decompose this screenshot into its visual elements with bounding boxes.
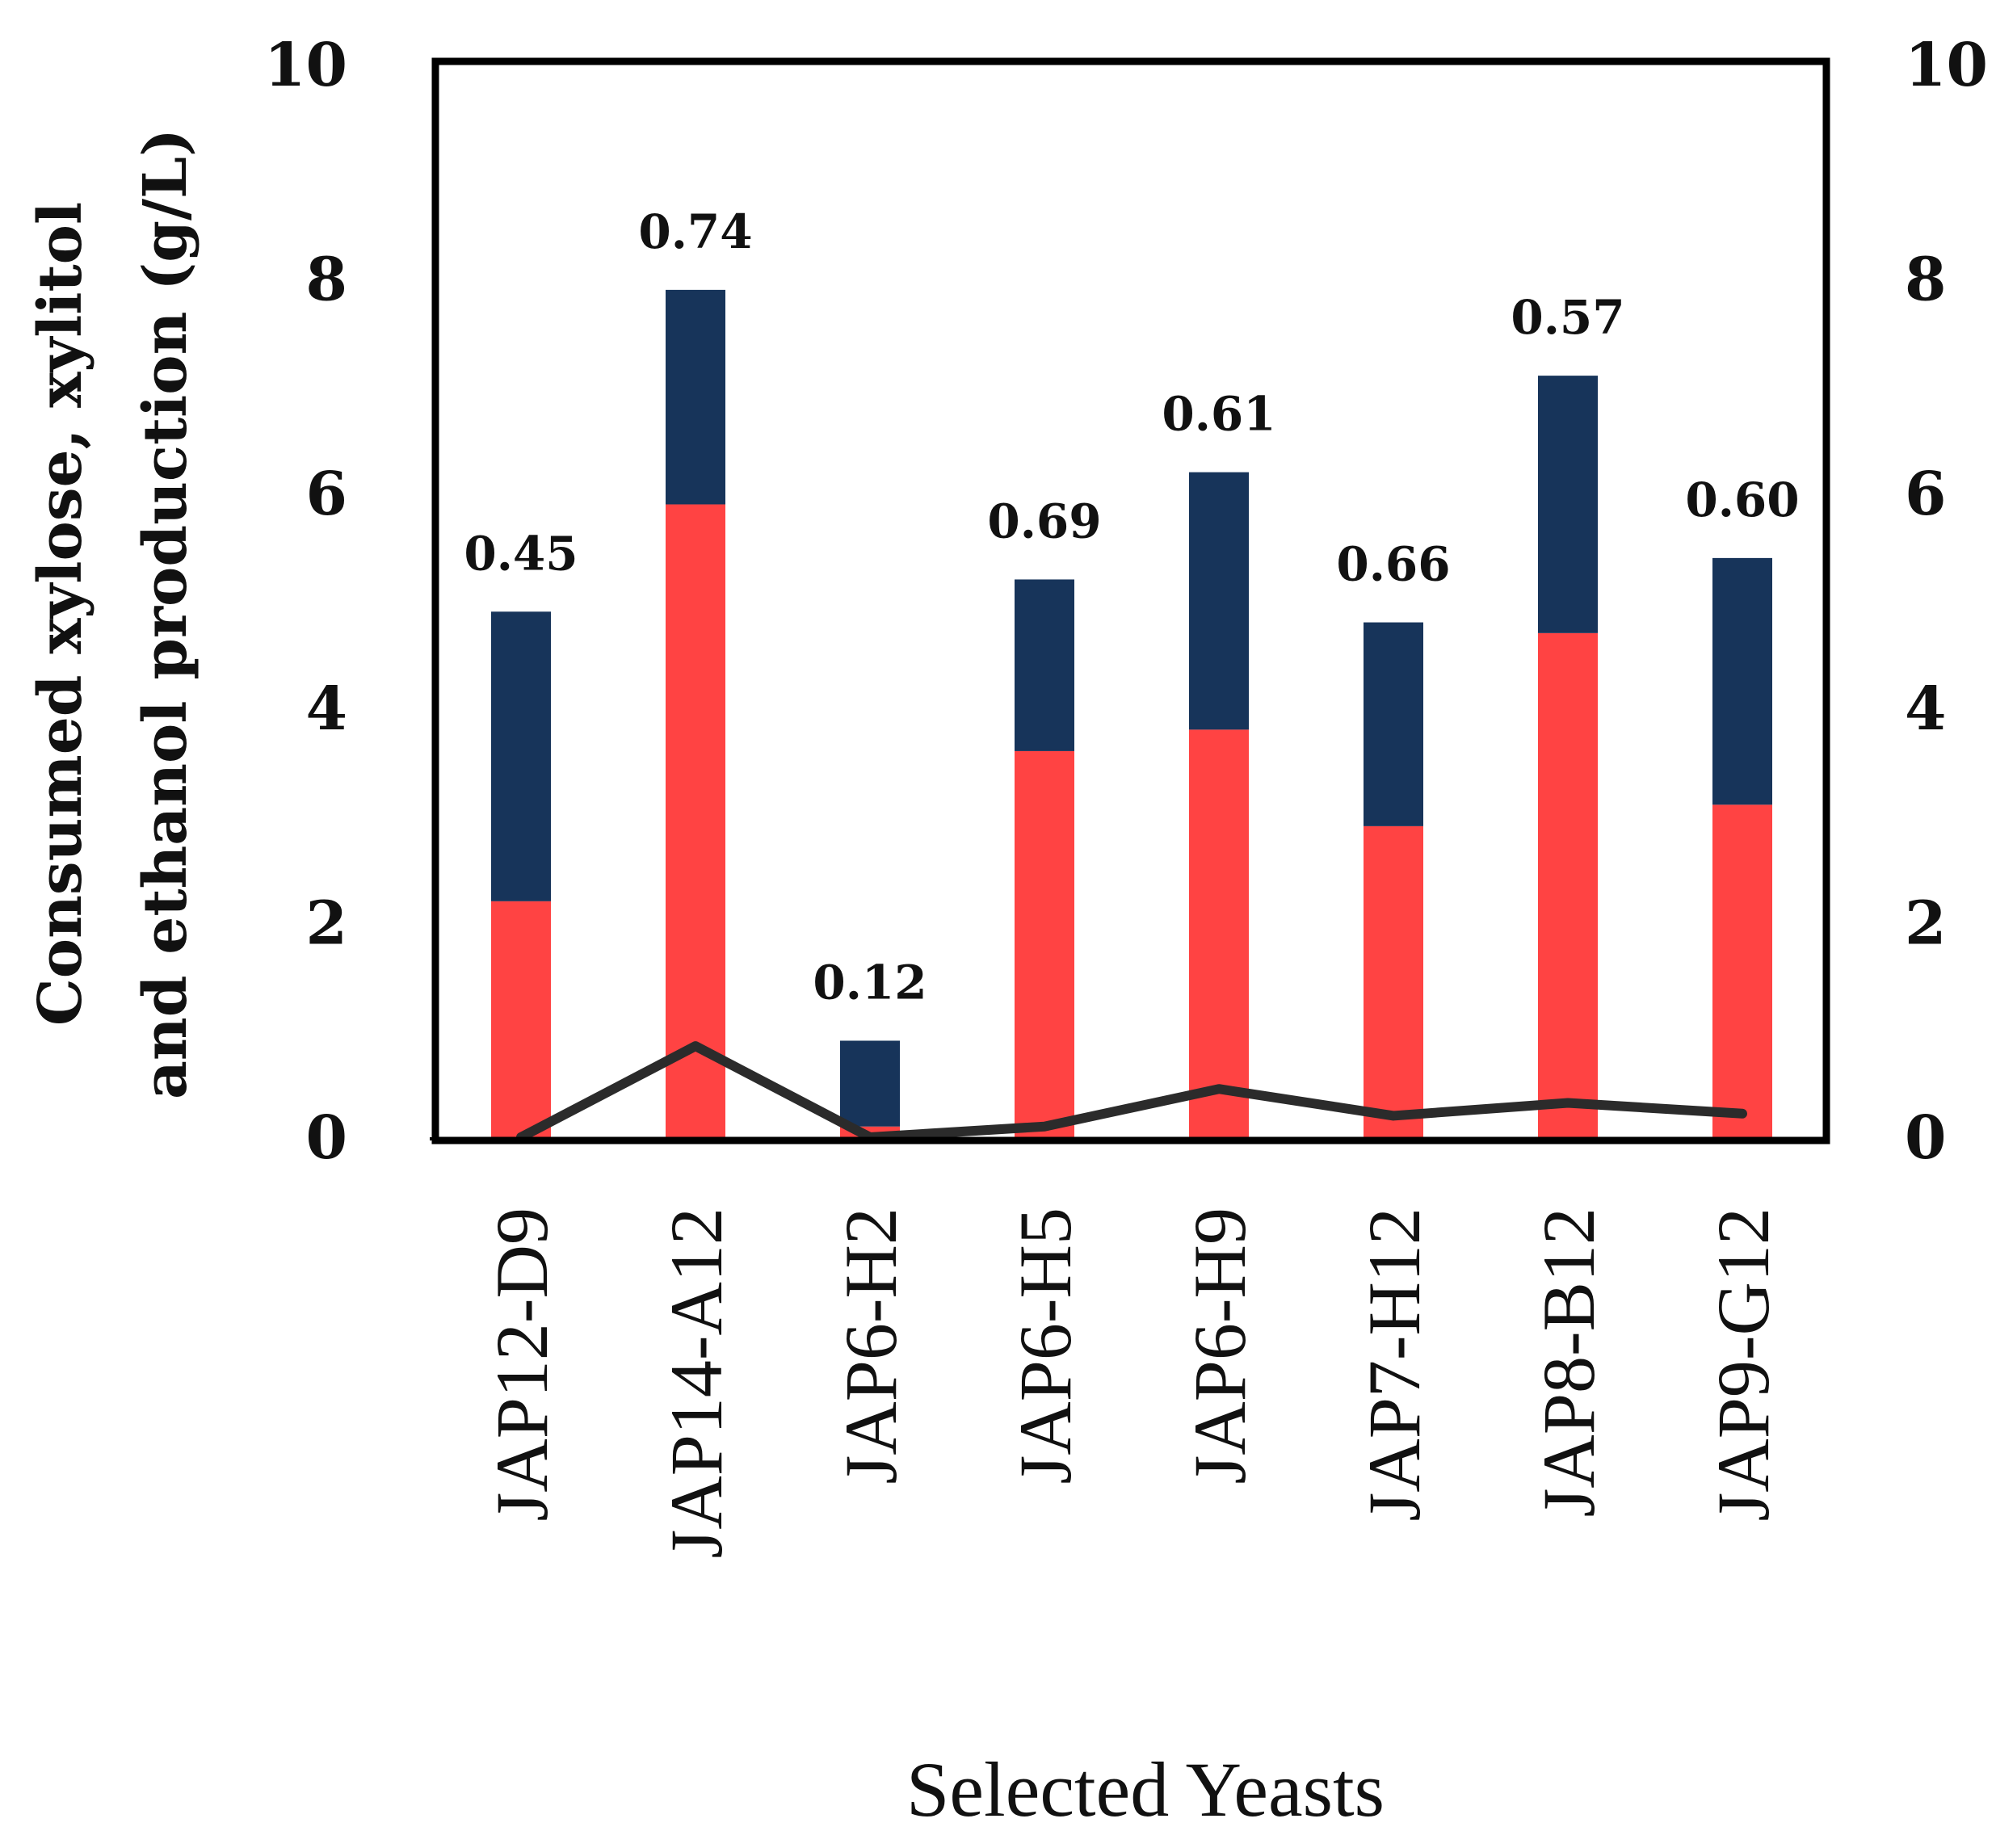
y-axis-title-line2: and ethanol production (g/L) bbox=[131, 128, 200, 1099]
bar-bottom-jap14-a12 bbox=[666, 504, 725, 1137]
data-label-jap7-h12: 0.66 bbox=[1336, 537, 1450, 592]
bar-top-jap6-h2 bbox=[840, 1040, 900, 1127]
y-tick-label: 2 bbox=[306, 888, 348, 958]
category-labels: JAP12-D9 JAP14-A12 JAP6-H2 JAP6-H5 JAP6-H9 JA… bbox=[481, 1208, 1784, 1558]
bar-top-jap9-g12 bbox=[1712, 557, 1772, 805]
data-label-jap12-d9: 0.45 bbox=[464, 526, 578, 581]
data-label-jap8-b12: 0.57 bbox=[1511, 290, 1624, 345]
y2-tick-label: 8 bbox=[1905, 246, 1947, 315]
y-axis-title-line1: Consumed xylose, xylitol bbox=[26, 202, 95, 1026]
data-labels: 0.45 0.74 0.12 0.69 0.61 0.66 0.57 0.60 bbox=[464, 204, 1799, 1010]
bar-bottom-jap12-d9 bbox=[491, 901, 551, 1137]
category-label-jap14-a12: JAP14-A12 bbox=[655, 1208, 737, 1558]
y-tick-label: 0 bbox=[306, 1103, 348, 1173]
x-axis-title: Selected Yeasts bbox=[906, 1746, 1385, 1833]
y2-tick-label: 0 bbox=[1905, 1103, 1947, 1173]
y-tick-label: 4 bbox=[306, 674, 348, 744]
y2-tick-label: 2 bbox=[1905, 888, 1947, 958]
category-label-jap8-b12: JAP8-B12 bbox=[1527, 1208, 1610, 1517]
data-label-jap9-g12: 0.60 bbox=[1685, 472, 1799, 527]
bar-top-jap6-h5 bbox=[1015, 579, 1074, 751]
category-label-jap12-d9: JAP12-D9 bbox=[481, 1208, 563, 1521]
category-label-jap9-g12: JAP9-G12 bbox=[1702, 1208, 1784, 1521]
plot-frame bbox=[431, 57, 1830, 1144]
category-label-jap7-h12: JAP7-H12 bbox=[1353, 1208, 1435, 1521]
data-label-jap6-h9: 0.61 bbox=[1162, 387, 1275, 442]
data-label-jap6-h5: 0.69 bbox=[987, 494, 1101, 548]
bar-bottom-jap6-h5 bbox=[1015, 750, 1074, 1137]
bar-bottom-jap6-h9 bbox=[1189, 729, 1249, 1137]
bar-bottom-jap8-b12 bbox=[1538, 632, 1598, 1137]
y-tick-label: 6 bbox=[306, 460, 348, 529]
y2-axis-ticks: 0 2 4 6 8 10 bbox=[1905, 31, 1988, 1173]
y2-tick-label: 6 bbox=[1905, 460, 1947, 529]
bar-top-jap12-d9 bbox=[491, 611, 551, 901]
y-axis-ticks: 0 2 4 6 8 10 bbox=[264, 31, 347, 1173]
data-label-jap14-a12: 0.74 bbox=[638, 204, 752, 259]
bar-bottom-jap9-g12 bbox=[1712, 804, 1772, 1137]
category-label-jap6-h9: JAP6-H9 bbox=[1179, 1208, 1261, 1484]
y-tick-label: 8 bbox=[306, 246, 348, 315]
bar-top-jap14-a12 bbox=[666, 289, 725, 505]
bar-top-jap7-h12 bbox=[1364, 622, 1423, 826]
bar-top-jap8-b12 bbox=[1538, 376, 1598, 633]
category-label-jap6-h2: JAP6-H2 bbox=[830, 1208, 912, 1484]
bars-layer bbox=[491, 289, 1772, 1137]
line-series bbox=[516, 1041, 1747, 1142]
y-tick-label: 10 bbox=[264, 31, 347, 100]
bar-bottom-jap7-h12 bbox=[1364, 825, 1423, 1137]
category-label-jap6-h5: JAP6-H5 bbox=[1004, 1208, 1086, 1484]
y2-tick-label: 4 bbox=[1905, 674, 1947, 744]
bar-top-jap6-h9 bbox=[1189, 472, 1249, 730]
y2-tick-label: 10 bbox=[1905, 31, 1988, 100]
data-label-jap6-h2: 0.12 bbox=[813, 955, 927, 1010]
